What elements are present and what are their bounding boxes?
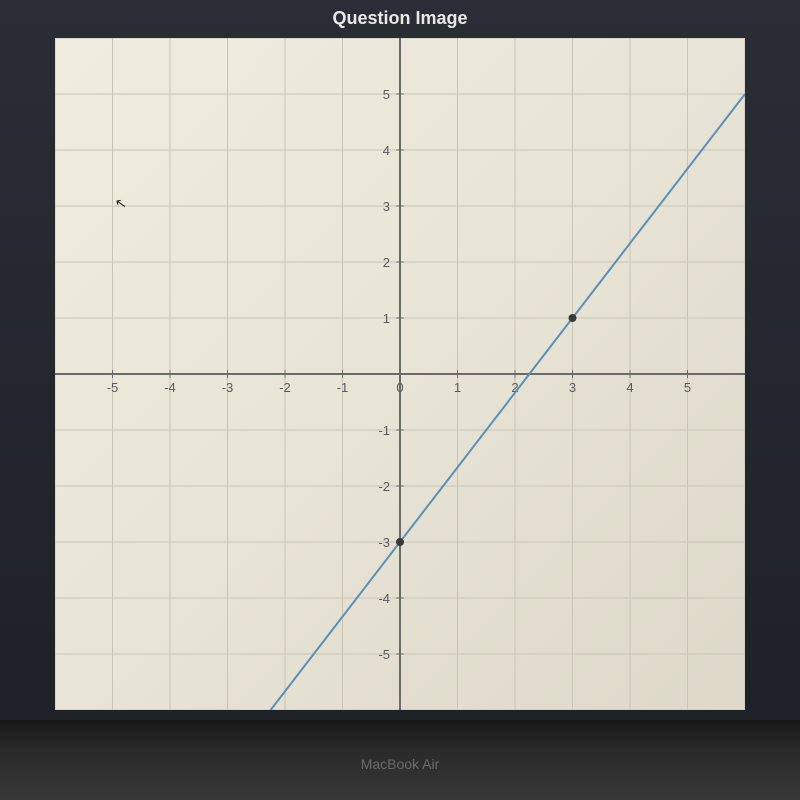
laptop-bezel: MacBook Air — [0, 720, 800, 800]
svg-text:4: 4 — [383, 143, 390, 158]
svg-text:5: 5 — [684, 380, 691, 395]
svg-text:-1: -1 — [378, 423, 390, 438]
svg-text:1: 1 — [383, 311, 390, 326]
svg-text:5: 5 — [383, 87, 390, 102]
svg-text:-2: -2 — [378, 479, 390, 494]
svg-text:1: 1 — [454, 380, 461, 395]
svg-text:3: 3 — [569, 380, 576, 395]
svg-text:-2: -2 — [279, 380, 291, 395]
svg-text:0: 0 — [396, 380, 403, 395]
graph-container: -5-4-3-2-1012345-5-4-3-2-112345 — [55, 38, 745, 710]
svg-text:-5: -5 — [378, 647, 390, 662]
svg-text:-4: -4 — [164, 380, 176, 395]
page-title: Question Image — [0, 8, 800, 29]
svg-text:-3: -3 — [378, 535, 390, 550]
svg-text:3: 3 — [383, 199, 390, 214]
svg-text:-3: -3 — [222, 380, 234, 395]
svg-text:-4: -4 — [378, 591, 390, 606]
svg-text:-5: -5 — [107, 380, 119, 395]
svg-text:4: 4 — [626, 380, 633, 395]
svg-text:2: 2 — [383, 255, 390, 270]
laptop-model-label: MacBook Air — [0, 756, 800, 772]
screen-area: Question Image -5 -4 -3 -2 -1 0 1 2 3 4 5 -5 -4 -3 -2 -… — [0, 0, 800, 720]
coordinate-graph: -5-4-3-2-1012345-5-4-3-2-112345 — [55, 38, 745, 710]
svg-text:-1: -1 — [337, 380, 349, 395]
